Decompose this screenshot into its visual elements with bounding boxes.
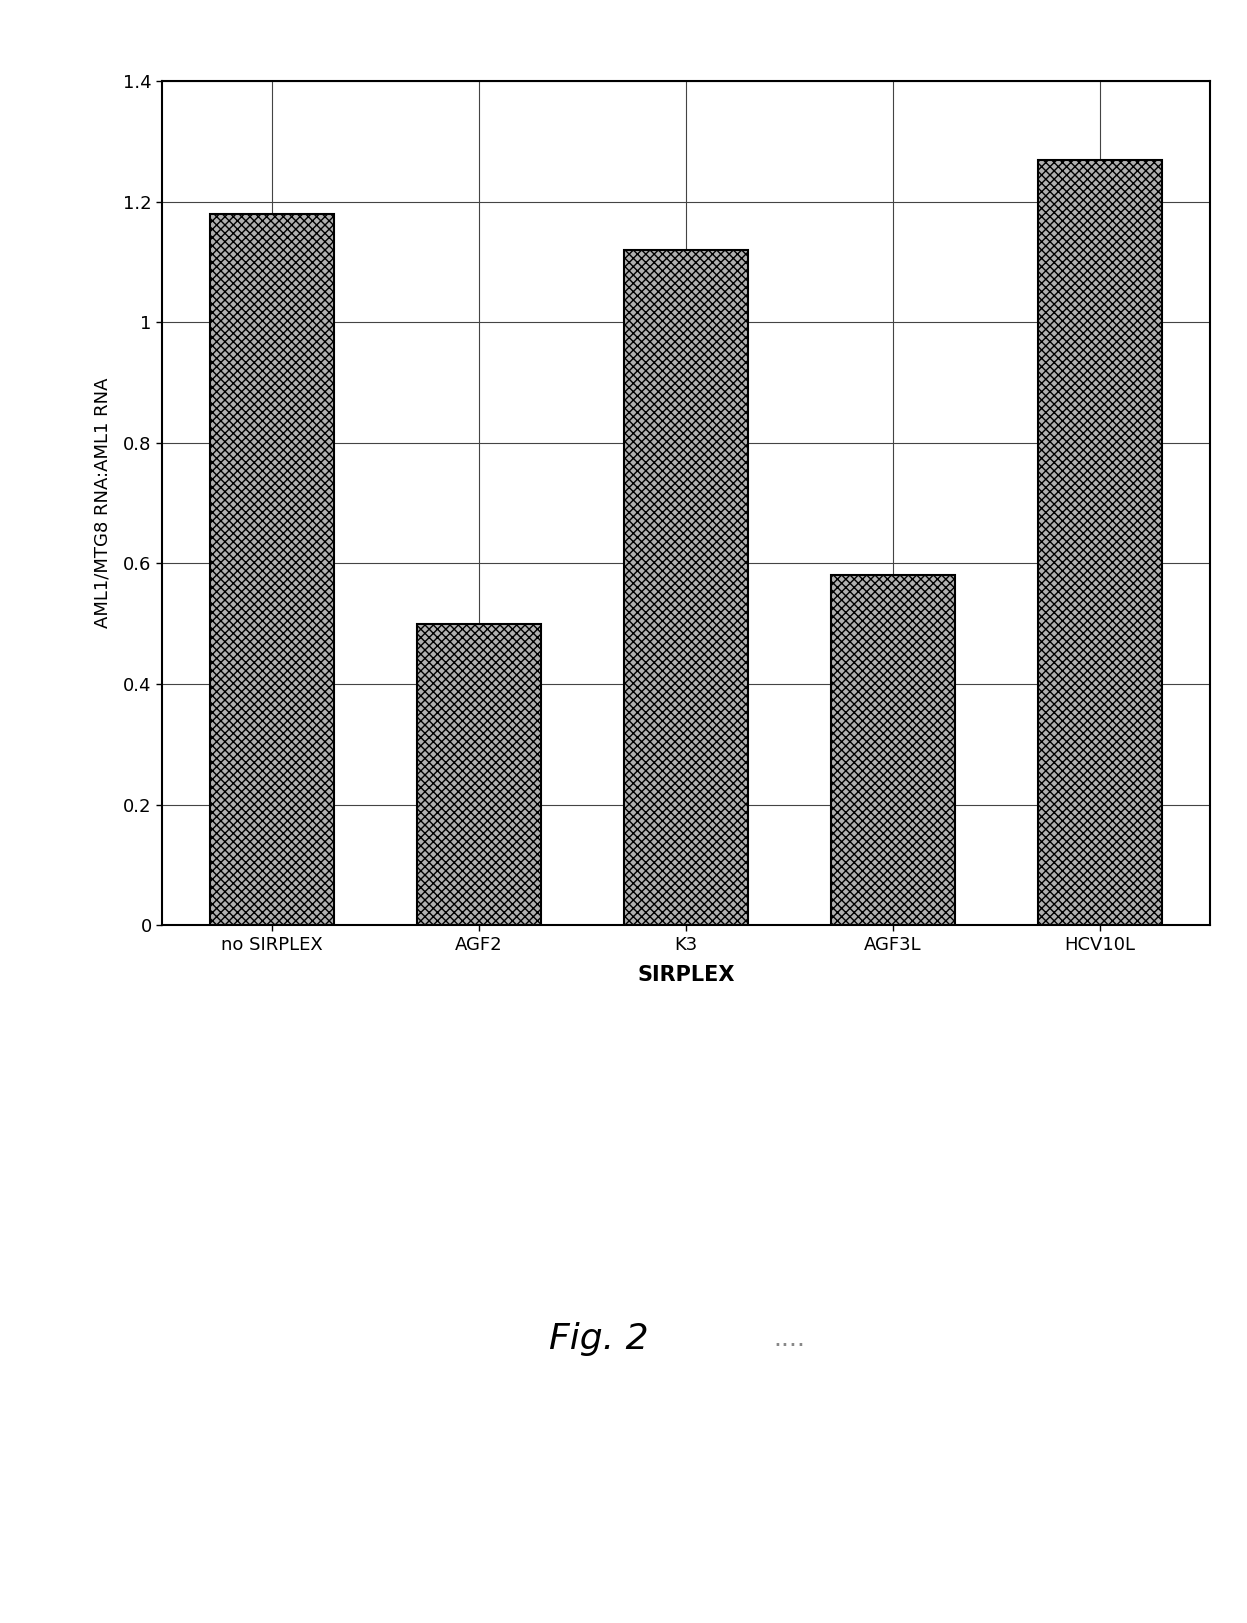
Bar bbox=[624, 250, 748, 925]
Text: Fig. 2: Fig. 2 bbox=[549, 1323, 648, 1355]
Bar bbox=[209, 214, 334, 925]
X-axis label: SIRPLEX: SIRPLEX bbox=[637, 964, 734, 985]
Text: ....: .... bbox=[773, 1328, 806, 1350]
Bar bbox=[416, 623, 541, 925]
Bar bbox=[831, 576, 955, 925]
Y-axis label: AML1/MTG8 RNA:AML1 RNA: AML1/MTG8 RNA:AML1 RNA bbox=[94, 378, 112, 628]
Bar bbox=[1038, 159, 1162, 925]
